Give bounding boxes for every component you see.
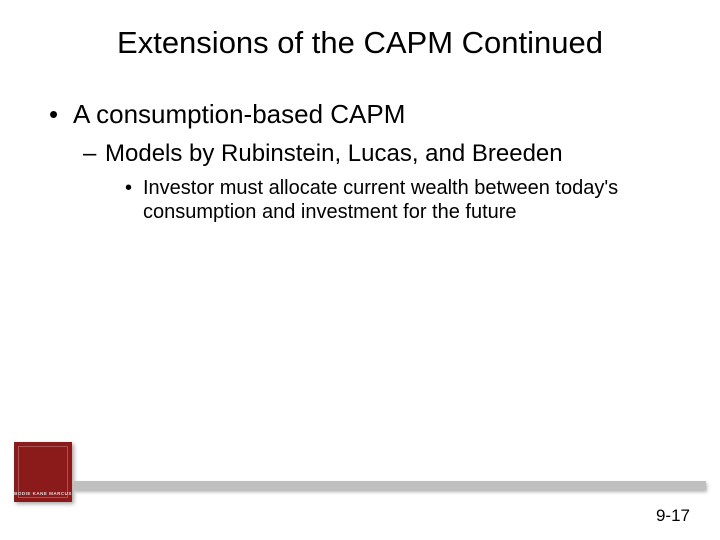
- slide: Extensions of the CAPM Continued • A con…: [0, 0, 720, 540]
- bullet-level-2: – Models by Rubinstein, Lucas, and Breed…: [83, 140, 675, 168]
- bullet-dot-small-icon: •: [123, 176, 143, 200]
- bullet-l1-text: A consumption-based CAPM: [73, 99, 405, 130]
- bullet-l2-text: Models by Rubinstein, Lucas, and Breeden: [105, 140, 563, 168]
- footer-logo-block: BODIE KANE MARCUS: [14, 442, 72, 502]
- bullet-dot-icon: •: [45, 99, 73, 130]
- footer-logo-text: BODIE KANE MARCUS: [14, 491, 72, 496]
- page-number: 9-17: [656, 506, 690, 526]
- bullet-level-3: • Investor must allocate current wealth …: [123, 176, 665, 225]
- slide-title: Extensions of the CAPM Continued: [45, 25, 675, 61]
- bullet-level-1: • A consumption-based CAPM: [45, 99, 675, 130]
- footer-band: BODIE KANE MARCUS: [0, 442, 720, 502]
- bullet-dash-icon: –: [83, 140, 105, 168]
- bullet-l3-text: Investor must allocate current wealth be…: [143, 176, 665, 225]
- footer-gray-bar: [74, 481, 706, 490]
